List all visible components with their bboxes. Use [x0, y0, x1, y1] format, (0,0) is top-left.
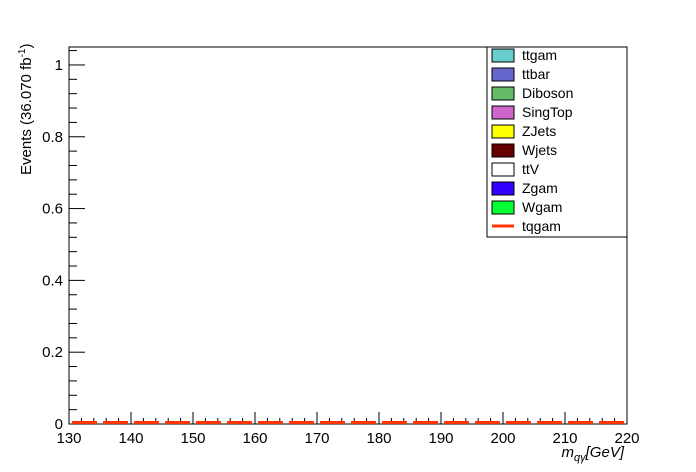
legend-label: tqgam [522, 218, 561, 234]
y-axis-ticks: 0 0.2 0.4 0.6 0.8 1 [42, 50, 85, 433]
legend-label: Wjets [522, 142, 557, 158]
x-tick-label: 200 [490, 430, 515, 447]
legend-swatch [491, 162, 515, 177]
legend-label: Zgam [522, 180, 558, 196]
x-tick-label: 170 [304, 430, 329, 447]
y-tick-label: 0.8 [42, 129, 63, 146]
legend-swatch [491, 143, 515, 158]
x-tick-label: 190 [428, 430, 453, 447]
x-tick-label: 210 [552, 430, 577, 447]
legend-label: Diboson [522, 85, 573, 101]
x-tick-label: 160 [242, 430, 267, 447]
y-tick-label: 1 [55, 57, 63, 74]
x-axis-title-sub: qγ [574, 452, 587, 464]
y-tick-label: 0.2 [42, 344, 63, 361]
legend-swatch [491, 67, 515, 82]
y-axis-title-sup: -1 [17, 48, 28, 57]
y-tick-label: 0 [55, 416, 63, 433]
y-axis-title-end: ) [18, 44, 35, 49]
legend-swatch [491, 124, 515, 139]
legend-label: SingTop [522, 104, 573, 120]
legend-label: ttbar [522, 66, 550, 82]
x-tick-label: 150 [180, 430, 205, 447]
x-axis-title-unit: [GeV] [585, 444, 625, 461]
legend-swatch [491, 48, 515, 63]
legend: ttgam ttbar Diboson SingTop ZJets Wjets ttV Zga… [486, 46, 628, 238]
legend-swatch [491, 105, 515, 120]
y-axis-title-main: Events (36.070 fb [18, 57, 35, 175]
legend-label: ttV [522, 161, 540, 177]
x-axis-ticks: 130 140 150 160 170 180 190 200 210 220 [56, 412, 640, 447]
x-tick-label: 140 [118, 430, 143, 447]
legend-swatch [491, 86, 515, 101]
x-tick-label: 220 [614, 430, 639, 447]
legend-label: Wgam [522, 199, 562, 215]
y-tick-label: 0.6 [42, 201, 63, 218]
legend-label: ZJets [522, 123, 556, 139]
y-axis-title: Events (36.070 fb-1) [17, 44, 35, 175]
legend-swatch [491, 181, 515, 196]
x-axis-title-main: m [562, 444, 575, 461]
x-tick-label: 130 [56, 430, 81, 447]
legend-entries: ttgam ttbar Diboson SingTop ZJets Wjets ttV Zga… [491, 47, 573, 234]
legend-label: ttgam [522, 47, 557, 63]
legend-swatch [491, 200, 515, 215]
x-tick-label: 180 [366, 430, 391, 447]
x-axis-title: mqγ[GeV] [562, 444, 625, 464]
y-tick-label: 0.4 [42, 272, 63, 289]
